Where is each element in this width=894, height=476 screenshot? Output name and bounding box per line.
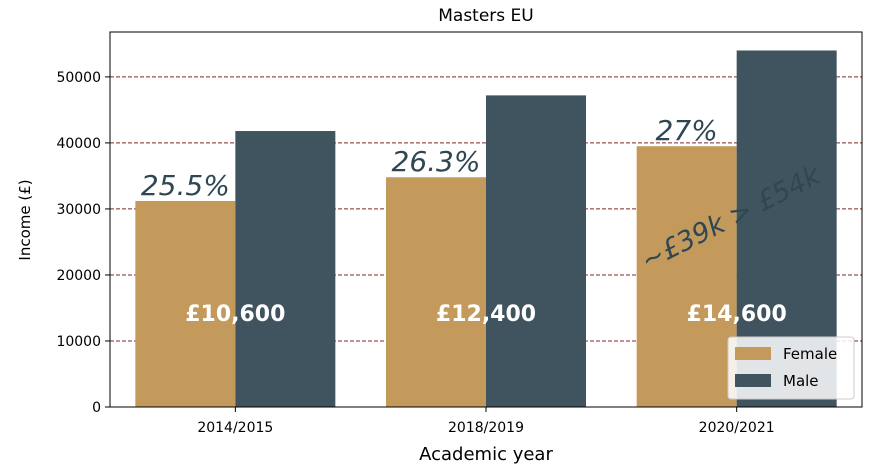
y-tick-label: 0: [92, 400, 101, 416]
legend-label-male: Male: [783, 372, 819, 390]
legend-swatch-male: [735, 374, 771, 387]
y-tick-label: 30000: [56, 202, 101, 218]
y-axis-label: Income (£): [16, 179, 34, 260]
x-axis: 2014/2015 2018/2019 2020/2021: [197, 407, 775, 436]
gap-label: £14,600: [687, 302, 787, 327]
y-tick-label: 50000: [56, 70, 101, 86]
x-tick-label: 2018/2019: [448, 420, 524, 436]
percent-annotation: 26.3%: [392, 145, 481, 178]
x-tick-label: 2020/2021: [699, 420, 775, 436]
plot-frame: [109, 31, 863, 408]
y-tick-label: 20000: [56, 268, 101, 284]
percent-annotation: 25.5%: [141, 169, 230, 202]
chart-title: Masters EU: [438, 6, 534, 26]
bar-female: [135, 201, 236, 407]
bar-female: [636, 146, 737, 407]
gap-label: £12,400: [436, 302, 536, 327]
legend-label-female: Female: [783, 345, 837, 363]
gap-label: £10,600: [185, 302, 285, 327]
y-axis: 0 10000 20000 30000 40000 50000: [56, 70, 110, 416]
bar-male: [235, 131, 336, 408]
y-tick-label: 10000: [56, 334, 101, 350]
x-tick-label: 2014/2015: [197, 420, 273, 436]
bar-female: [386, 177, 486, 407]
legend: Female Male: [727, 336, 855, 400]
x-axis-label: Academic year: [419, 444, 553, 465]
percent-annotation: 27%: [656, 114, 718, 147]
y-tick-label: 40000: [56, 136, 101, 152]
bar-male: [486, 95, 586, 407]
legend-swatch-female: [735, 347, 771, 360]
